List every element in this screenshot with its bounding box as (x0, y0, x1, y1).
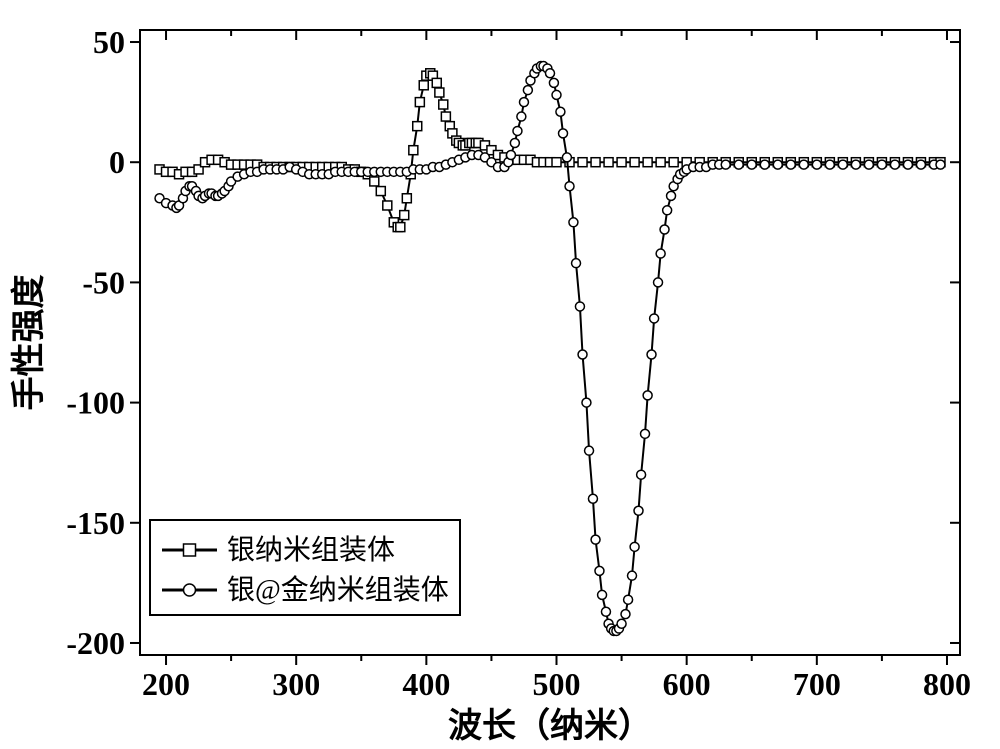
svg-text:700: 700 (793, 666, 841, 702)
svg-text:800: 800 (923, 666, 971, 702)
svg-text:600: 600 (663, 666, 711, 702)
legend-item-0: 银纳米组装体 (227, 534, 395, 566)
svg-text:200: 200 (142, 666, 190, 702)
legend-item-1: 银@金纳米组装体 (227, 574, 449, 606)
chart-container: 200 300 400 500 600 700 800 -200 -150 -100 -50 0 50 波… (0, 0, 1000, 749)
series-line-0 (160, 73, 941, 227)
svg-text:500: 500 (533, 666, 581, 702)
x-axis-label: 波长（纳米） (448, 706, 652, 745)
svg-text:-150: -150 (66, 505, 125, 541)
svg-text:0: 0 (109, 144, 125, 180)
y-axis-label: 手性强度 (10, 275, 48, 411)
svg-text:-200: -200 (66, 625, 125, 661)
cd-spectrum-chart: 200 300 400 500 600 700 800 -200 -150 -100 -50 0 50 波… (0, 0, 1000, 749)
svg-text:-100: -100 (66, 385, 125, 421)
svg-text:50: 50 (93, 24, 125, 60)
svg-text:300: 300 (272, 666, 320, 702)
svg-text:400: 400 (402, 666, 450, 702)
svg-text:-50: -50 (82, 264, 125, 300)
